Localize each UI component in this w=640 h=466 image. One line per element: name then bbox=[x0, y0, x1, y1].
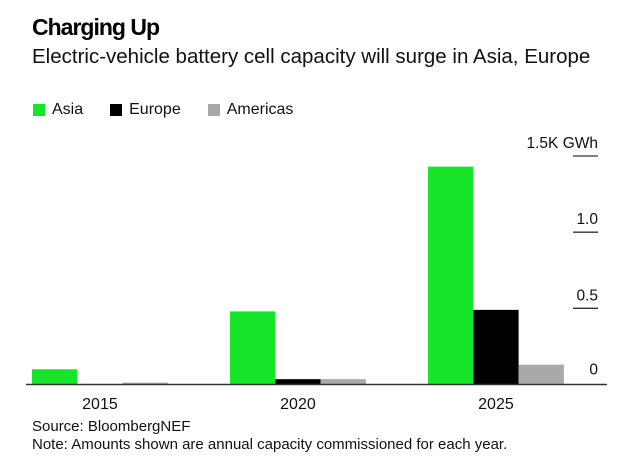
legend-label-asia: Asia bbox=[52, 101, 84, 118]
bar-europe-2020 bbox=[275, 379, 321, 385]
y-tick-label-1500: 1.5K GWh bbox=[527, 135, 599, 152]
legend-swatch-europe bbox=[110, 104, 123, 116]
legend: Asia Europe Americas bbox=[33, 101, 320, 119]
legend-item-asia: Asia bbox=[33, 101, 83, 119]
y-tick-label-500: 0.5 bbox=[576, 287, 598, 304]
footnote: Note: Amounts shown are annual capacity … bbox=[32, 436, 508, 453]
legend-swatch-americas bbox=[207, 104, 220, 116]
footer: Source: BloombergNEF Note: Amounts shown… bbox=[32, 418, 507, 454]
chart-title: Charging Up bbox=[32, 14, 160, 40]
x-tick-label-2020: 2020 bbox=[280, 396, 316, 413]
legend-swatch-asia bbox=[33, 104, 45, 116]
x-axis: 2015 2020 2025 bbox=[82, 396, 514, 413]
y-axis: 0 0.5 1.0 1.5K GWh bbox=[527, 135, 599, 379]
bar-europe-2025 bbox=[473, 309, 519, 385]
legend-item-americas: Americas bbox=[207, 101, 294, 119]
bar-asia-2020 bbox=[230, 311, 276, 385]
y-tick-label-0: 0 bbox=[589, 362, 598, 379]
y-tick-label-1000: 1.0 bbox=[576, 211, 598, 228]
legend-label-europe: Europe bbox=[129, 101, 181, 118]
chart-subtitle: Electric-vehicle battery cell capacity w… bbox=[32, 45, 591, 68]
bar-americas-2025 bbox=[518, 364, 564, 385]
x-tick-label-2025: 2025 bbox=[478, 396, 514, 413]
bars-group bbox=[32, 166, 564, 386]
legend-item-europe: Europe bbox=[110, 101, 181, 119]
bar-americas-2015 bbox=[122, 382, 168, 385]
bar-asia-2025 bbox=[428, 166, 474, 385]
legend-label-americas: Americas bbox=[226, 101, 294, 118]
bar-asia-2015 bbox=[32, 369, 78, 385]
bar-americas-2020 bbox=[320, 379, 366, 385]
source-note: Source: BloombergNEF bbox=[32, 418, 191, 435]
x-tick-label-2015: 2015 bbox=[82, 396, 118, 413]
